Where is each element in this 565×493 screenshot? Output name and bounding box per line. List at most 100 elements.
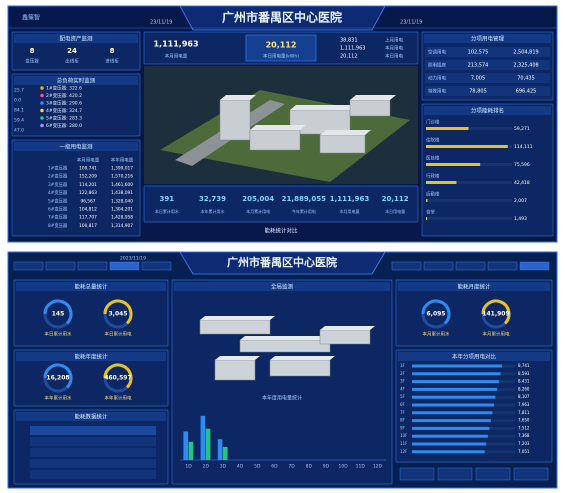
value-label: 7,650: [518, 418, 530, 423]
legend-dot: [40, 86, 44, 90]
bar: [188, 441, 194, 460]
box-title: 能耗数据统计: [74, 413, 108, 421]
stat-label: 本月用电量: [340, 208, 360, 214]
box-title: 配电资产监测: [59, 35, 93, 43]
bar: [412, 434, 488, 438]
box-header: [424, 34, 551, 43]
value-label: 8,431: [518, 379, 530, 384]
page-title: 广州市番禺区中心医院: [227, 255, 337, 269]
table-header: 本年用电量: [111, 157, 134, 164]
value-label: 114,111: [514, 144, 533, 150]
stat-value: 20,112: [382, 195, 409, 203]
bar-category: 12F: [400, 449, 408, 454]
kpi-value: 1,111,963: [153, 40, 198, 49]
legend-entry: 2#变压器: 420.2: [46, 92, 82, 99]
bar-category: 5F: [400, 394, 406, 399]
table-cell: 1,399,017: [111, 166, 133, 172]
building: [219, 99, 251, 141]
asset-value: 8: [30, 47, 35, 55]
building: [214, 359, 256, 381]
kpi-value: 20,112: [266, 41, 297, 50]
legend-dot: [40, 123, 44, 128]
footer-button: [513, 467, 549, 481]
value-label: 7,051: [518, 449, 530, 454]
table-cell: 122,863: [79, 190, 97, 196]
x-tick-label: 10D: [338, 464, 348, 470]
bar-track: [426, 217, 512, 220]
box-title: 能耗月度统计: [457, 283, 491, 291]
value-label: 7,203: [518, 441, 530, 446]
panel-box: [421, 103, 554, 237]
box-header: [16, 352, 166, 361]
kpi-label: 本月用电量: [165, 53, 188, 60]
x-tick-label: 9D: [323, 464, 330, 470]
gauge-label: 本月累计用水: [423, 331, 450, 338]
gauge-value: 3,045: [109, 311, 128, 318]
item-day: 78,805: [469, 89, 487, 95]
table-cell: 104,812: [79, 207, 97, 213]
x-tick-label: 5D: [254, 464, 261, 470]
bar: [426, 181, 457, 184]
bar-category: 行政楼: [426, 173, 440, 180]
stat-label: 今年累计用电: [292, 208, 316, 214]
table-row: [30, 470, 156, 479]
nav-tab: [423, 261, 454, 271]
panel-box: [11, 139, 141, 237]
gauge-value: 16,208: [46, 375, 69, 382]
bar-category: 食堂: [426, 209, 435, 216]
nav-tab: [455, 261, 486, 271]
box-title: 本年分项用电对比: [452, 353, 497, 361]
date: 23/11/19: [150, 20, 172, 26]
box-header: [16, 412, 166, 421]
x-tick-label: 4D: [237, 464, 244, 470]
building-roof: [270, 356, 335, 360]
value-label: 2,007: [514, 198, 527, 204]
bar: [426, 127, 469, 130]
bar: [222, 447, 228, 460]
bar: [412, 380, 499, 384]
box-header: [14, 76, 138, 85]
gauge-label: 本年累计用水: [45, 395, 72, 402]
building: [199, 319, 271, 335]
panel-box: [395, 279, 553, 347]
bar: [412, 450, 485, 454]
bar: [183, 431, 189, 460]
gauge-label: 本日累计用电: [105, 331, 132, 338]
value-label: 59,271: [514, 126, 530, 132]
legend-dot: [40, 108, 44, 113]
scale-label: 59.4: [14, 118, 24, 124]
nav-tab: [519, 261, 550, 271]
row-bg: [425, 73, 550, 83]
nav-tab: [45, 261, 76, 271]
panel-box: [11, 73, 141, 137]
bar: [217, 439, 223, 460]
bar: [205, 428, 211, 460]
table-cell: 1,461,600: [111, 182, 133, 188]
row-bg: [425, 60, 550, 70]
stat-value: 391: [160, 195, 175, 203]
legend-entry: 6#变压器: 280.0: [46, 122, 82, 129]
legend-entry: 4#变压器: 324.7: [46, 107, 82, 114]
item-year: 70,435: [517, 76, 535, 82]
legend-dot: [40, 93, 44, 98]
box-header: [424, 106, 551, 115]
bar: [412, 419, 491, 423]
bar: [200, 415, 206, 460]
gauge-value: 145: [52, 311, 65, 318]
stat-label: 本月累计用电: [246, 208, 270, 214]
building-roof: [290, 105, 356, 110]
bar-category: 2F: [400, 371, 406, 376]
asset-value: 8: [110, 47, 115, 55]
value-label: 7,963: [518, 402, 530, 407]
bar: [412, 364, 503, 368]
bar-category: 后勤楼: [426, 191, 440, 198]
table-header: 本月用电量: [77, 157, 100, 164]
kpi-side-value: 38,831: [340, 38, 358, 44]
page-title: 广州市番禺区中心医院: [222, 10, 342, 25]
building: [319, 329, 371, 345]
bar-category: 4F: [400, 386, 406, 391]
box-header: [14, 34, 138, 43]
row-bg: [425, 47, 550, 57]
row-bg: [425, 86, 550, 96]
section-title: 本年度用电量统计: [262, 395, 302, 402]
